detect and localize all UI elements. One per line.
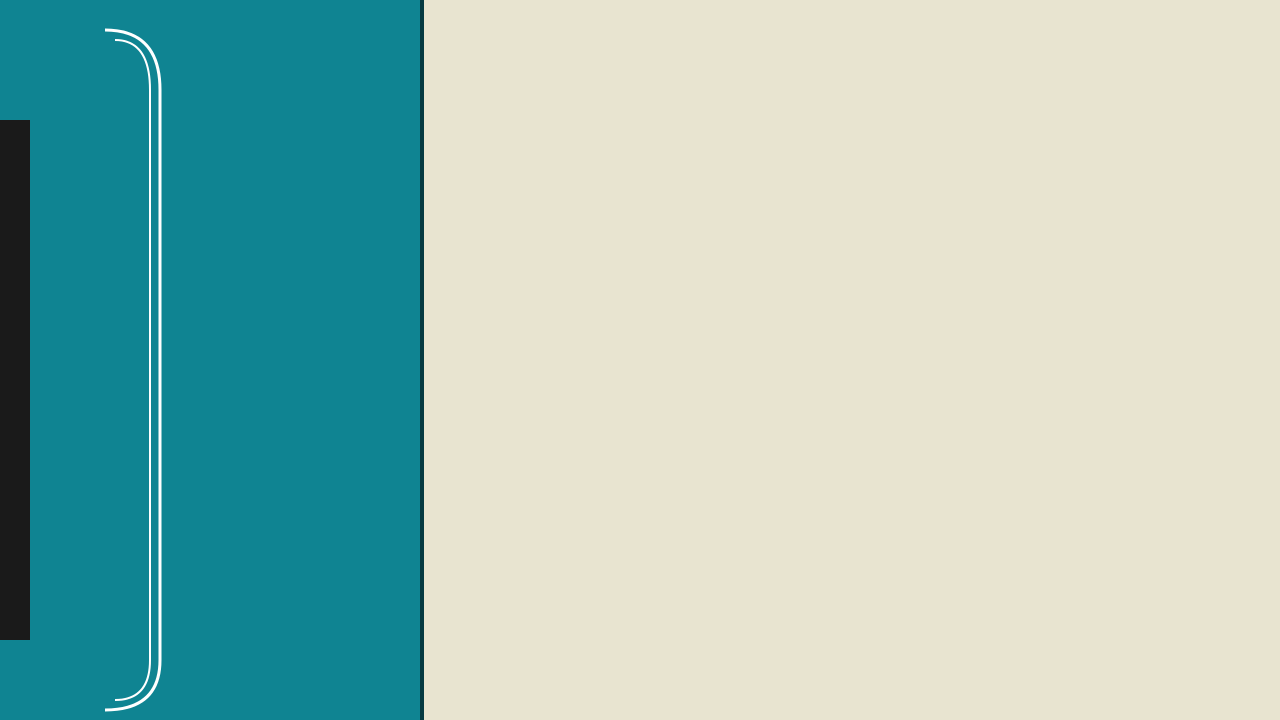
atmega-ic (0, 120, 30, 640)
arduino-board (0, 0, 422, 720)
